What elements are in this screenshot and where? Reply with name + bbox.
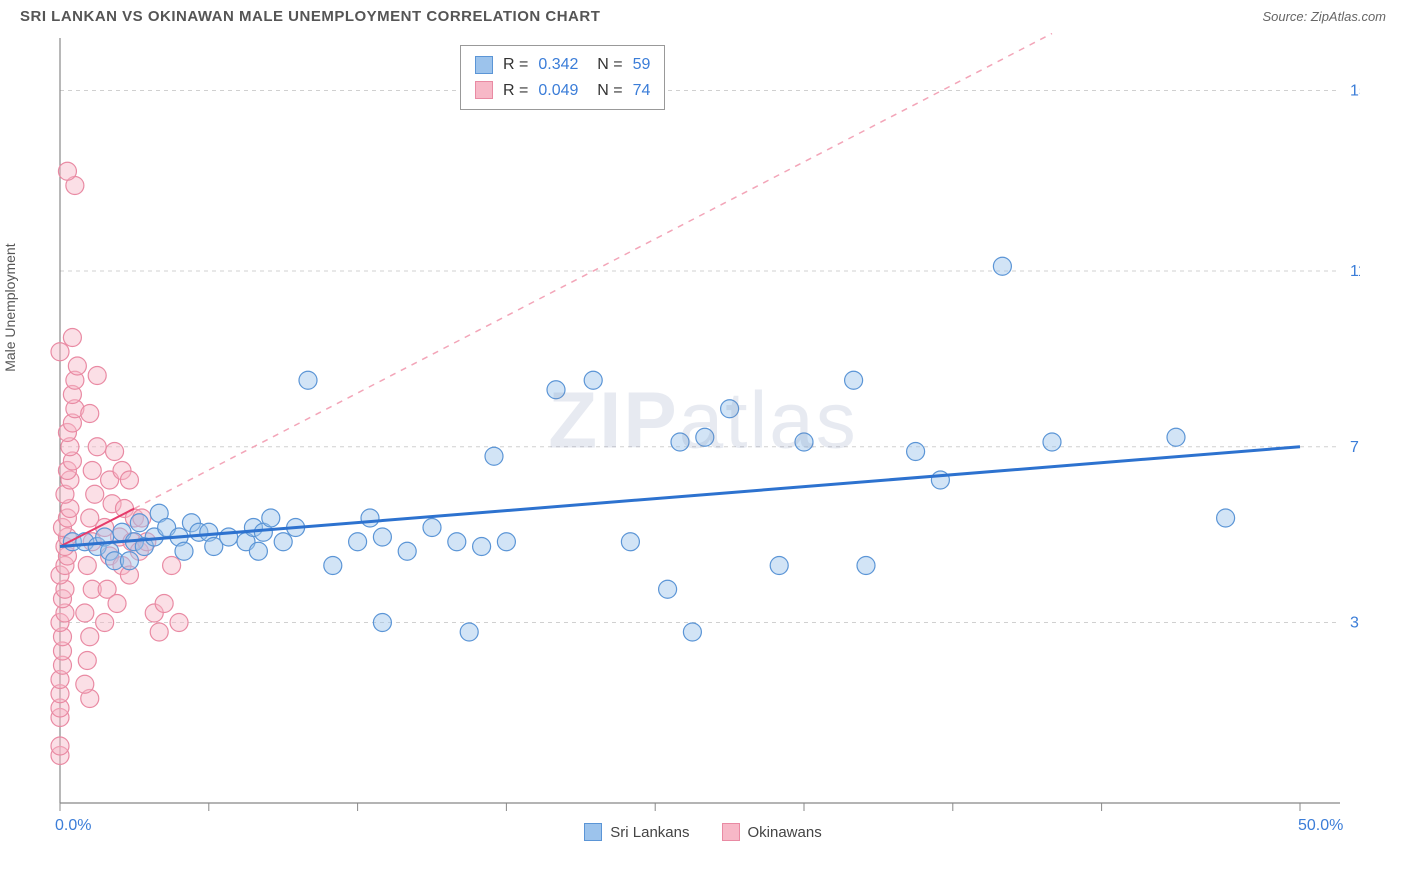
chart-container: Male Unemployment 3.8%7.5%11.2%15.0% ZIP… — [20, 33, 1386, 823]
r-value-sri-lankans: 0.342 — [538, 52, 578, 78]
chart-title: SRI LANKAN VS OKINAWAN MALE UNEMPLOYMENT… — [20, 8, 600, 25]
svg-text:7.5%: 7.5% — [1350, 439, 1360, 456]
svg-text:15.0%: 15.0% — [1350, 83, 1360, 100]
legend-swatch-sri-lankans — [584, 823, 602, 841]
legend-label-okinawans: Okinawans — [748, 824, 822, 841]
stats-row-okinawans: R = 0.049 N = 74 — [475, 78, 650, 104]
n-value-sri-lankans: 59 — [633, 52, 651, 78]
r-value-okinawans: 0.049 — [538, 78, 578, 104]
legend-swatch-okinawans — [722, 823, 740, 841]
scatter-chart: 3.8% 7.5% 11.2% 15.0% — [20, 33, 1360, 823]
swatch-okinawans — [475, 81, 493, 99]
legend-item-sri-lankans: Sri Lankans — [584, 823, 689, 841]
stats-legend-box: R = 0.342 N = 59 R = 0.049 N = 74 — [460, 45, 665, 110]
source-label: Source: ZipAtlas.com — [1262, 9, 1386, 24]
legend-item-okinawans: Okinawans — [722, 823, 822, 841]
bottom-legend: Sri Lankans Okinawans — [0, 823, 1406, 841]
n-value-okinawans: 74 — [633, 78, 651, 104]
legend-label-sri-lankans: Sri Lankans — [610, 824, 689, 841]
svg-text:11.2%: 11.2% — [1350, 263, 1360, 280]
y-axis-label: Male Unemployment — [2, 243, 18, 371]
svg-text:3.8%: 3.8% — [1350, 615, 1360, 632]
swatch-sri-lankans — [475, 56, 493, 74]
stats-row-sri-lankans: R = 0.342 N = 59 — [475, 52, 650, 78]
